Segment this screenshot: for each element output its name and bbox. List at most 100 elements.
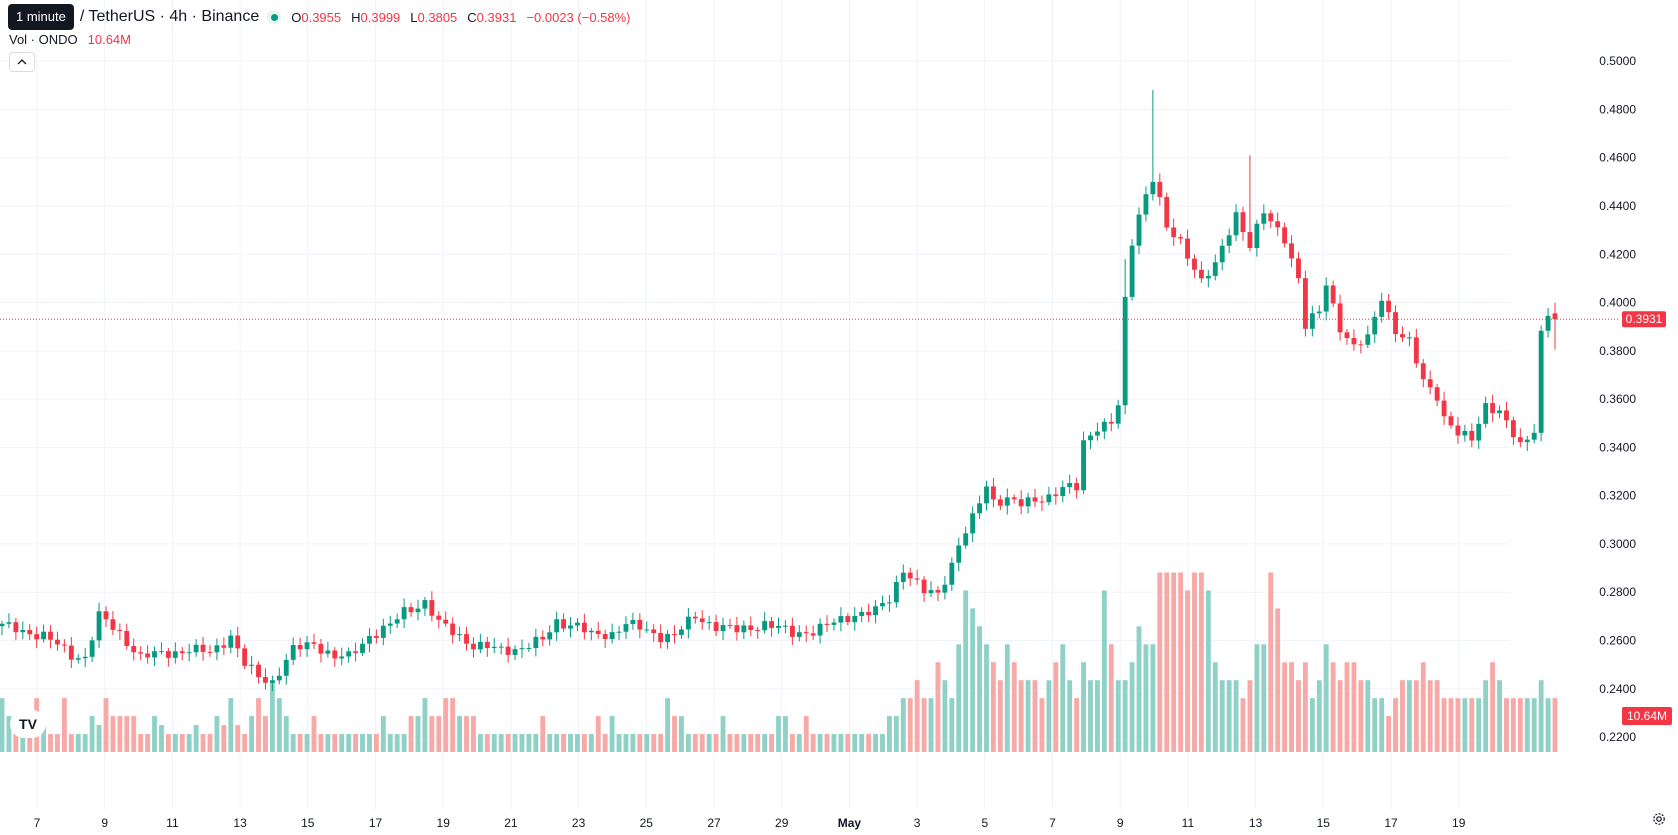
volume-bar bbox=[75, 734, 81, 752]
volume-bar bbox=[970, 608, 976, 752]
candle-body bbox=[1150, 181, 1156, 195]
price-axis[interactable]: 0.5000 0.4800 0.4600 0.4400 0.4200 0.4000 0.38… bbox=[1599, 54, 1636, 744]
candle-body bbox=[242, 648, 248, 666]
candle-body bbox=[949, 562, 955, 585]
candle-body bbox=[928, 590, 934, 594]
candle-body bbox=[900, 572, 906, 582]
volume-bar bbox=[1393, 698, 1398, 752]
candle-body bbox=[491, 646, 497, 648]
candle-body bbox=[1420, 363, 1426, 380]
candle-body bbox=[789, 625, 795, 637]
volume-bar bbox=[1254, 644, 1260, 752]
volume-bar bbox=[1212, 662, 1218, 752]
volume-bar bbox=[928, 698, 934, 752]
candle-body bbox=[783, 625, 788, 627]
close-value: 0.3931 bbox=[476, 9, 517, 25]
candle-body bbox=[1462, 430, 1468, 436]
candle-body bbox=[1025, 497, 1031, 507]
volume-bar bbox=[554, 734, 560, 752]
candle-body bbox=[810, 633, 816, 636]
candle-body bbox=[380, 625, 386, 638]
volume-bar bbox=[575, 734, 580, 752]
volume-bar bbox=[1018, 680, 1024, 752]
candle-body bbox=[415, 608, 421, 613]
candle-body bbox=[311, 642, 317, 644]
volume-bar bbox=[276, 698, 282, 752]
candle-body bbox=[1143, 194, 1149, 215]
price-tick-label: 0.2600 bbox=[1599, 633, 1636, 647]
candle-body bbox=[817, 623, 823, 636]
candle-body bbox=[720, 625, 726, 632]
volume-bar bbox=[984, 644, 989, 752]
candle-body bbox=[1296, 258, 1301, 279]
volume-bar bbox=[1185, 590, 1190, 752]
candle-body bbox=[1247, 232, 1253, 249]
candle-body bbox=[1393, 312, 1398, 335]
volume-bar bbox=[762, 734, 768, 752]
volume-bar bbox=[1386, 716, 1392, 752]
volume-bar bbox=[1081, 662, 1086, 752]
candle-body bbox=[588, 630, 594, 633]
volume-bar bbox=[491, 734, 497, 752]
candle-body bbox=[1171, 227, 1177, 238]
symbol-title[interactable]: / TetherUS · 4h · Binance bbox=[79, 8, 260, 25]
candle-body bbox=[977, 503, 982, 514]
volume-bar bbox=[852, 734, 858, 752]
candle-body bbox=[1164, 197, 1170, 228]
candle-body bbox=[602, 634, 608, 640]
candle-body bbox=[1233, 212, 1239, 236]
candle-body bbox=[367, 636, 372, 644]
volume-bar bbox=[484, 734, 490, 752]
volume-bar bbox=[325, 734, 331, 752]
candle-body bbox=[1018, 499, 1024, 507]
candle-body bbox=[914, 578, 920, 580]
time-tick-label: 15 bbox=[301, 816, 315, 830]
volume-bar bbox=[1323, 644, 1329, 752]
volume-bar bbox=[436, 716, 442, 752]
volume-bar bbox=[1351, 662, 1357, 752]
candle-body bbox=[325, 650, 331, 654]
candle-body bbox=[214, 645, 220, 653]
candle-body bbox=[1434, 387, 1440, 401]
time-tick-label: 7 bbox=[1049, 816, 1056, 830]
volume-bar bbox=[1198, 572, 1204, 752]
market-status-icon[interactable] bbox=[267, 10, 282, 24]
candle-body bbox=[429, 600, 435, 616]
candle-body bbox=[13, 622, 19, 633]
time-axis[interactable]: 7 9 11 13 15 17 19 21 23 25 27 29 May 3 5 7 9 11 13 15 17 19 bbox=[34, 816, 1466, 830]
candle-body bbox=[568, 625, 573, 629]
volume-bar bbox=[1358, 680, 1364, 752]
candle-body bbox=[1240, 212, 1246, 233]
candle-body bbox=[471, 643, 476, 650]
time-tick-label: 15 bbox=[1317, 816, 1331, 830]
candle-body bbox=[200, 644, 206, 652]
candle-body bbox=[1330, 285, 1336, 304]
candle-body bbox=[1129, 245, 1135, 297]
candle-body bbox=[1060, 487, 1066, 497]
volume-bar bbox=[1067, 680, 1073, 752]
volume-bar bbox=[588, 734, 594, 752]
volume-bar bbox=[713, 734, 719, 752]
volume-bar bbox=[1420, 662, 1426, 752]
candle-body bbox=[1289, 243, 1294, 259]
candle-body bbox=[269, 680, 275, 683]
candle-body bbox=[873, 606, 878, 616]
candle-body bbox=[699, 618, 705, 623]
candle-body bbox=[339, 656, 345, 659]
volume-bar bbox=[318, 734, 324, 752]
tradingview-logo[interactable]: TV bbox=[10, 710, 46, 738]
volume-bar bbox=[1088, 680, 1093, 752]
candle-body bbox=[748, 625, 754, 630]
volume-bar bbox=[540, 716, 546, 752]
candle-body bbox=[970, 513, 976, 534]
volume-bar bbox=[152, 716, 157, 752]
price-tick-label: 0.2200 bbox=[1599, 730, 1636, 744]
volume-bar bbox=[1517, 698, 1523, 752]
candle-body bbox=[1219, 245, 1225, 263]
gear-icon[interactable] bbox=[1652, 812, 1666, 829]
candle-body bbox=[103, 611, 109, 620]
volume-bar bbox=[1074, 698, 1080, 752]
collapse-legend-button[interactable] bbox=[9, 52, 35, 72]
volume-bar bbox=[831, 734, 837, 752]
